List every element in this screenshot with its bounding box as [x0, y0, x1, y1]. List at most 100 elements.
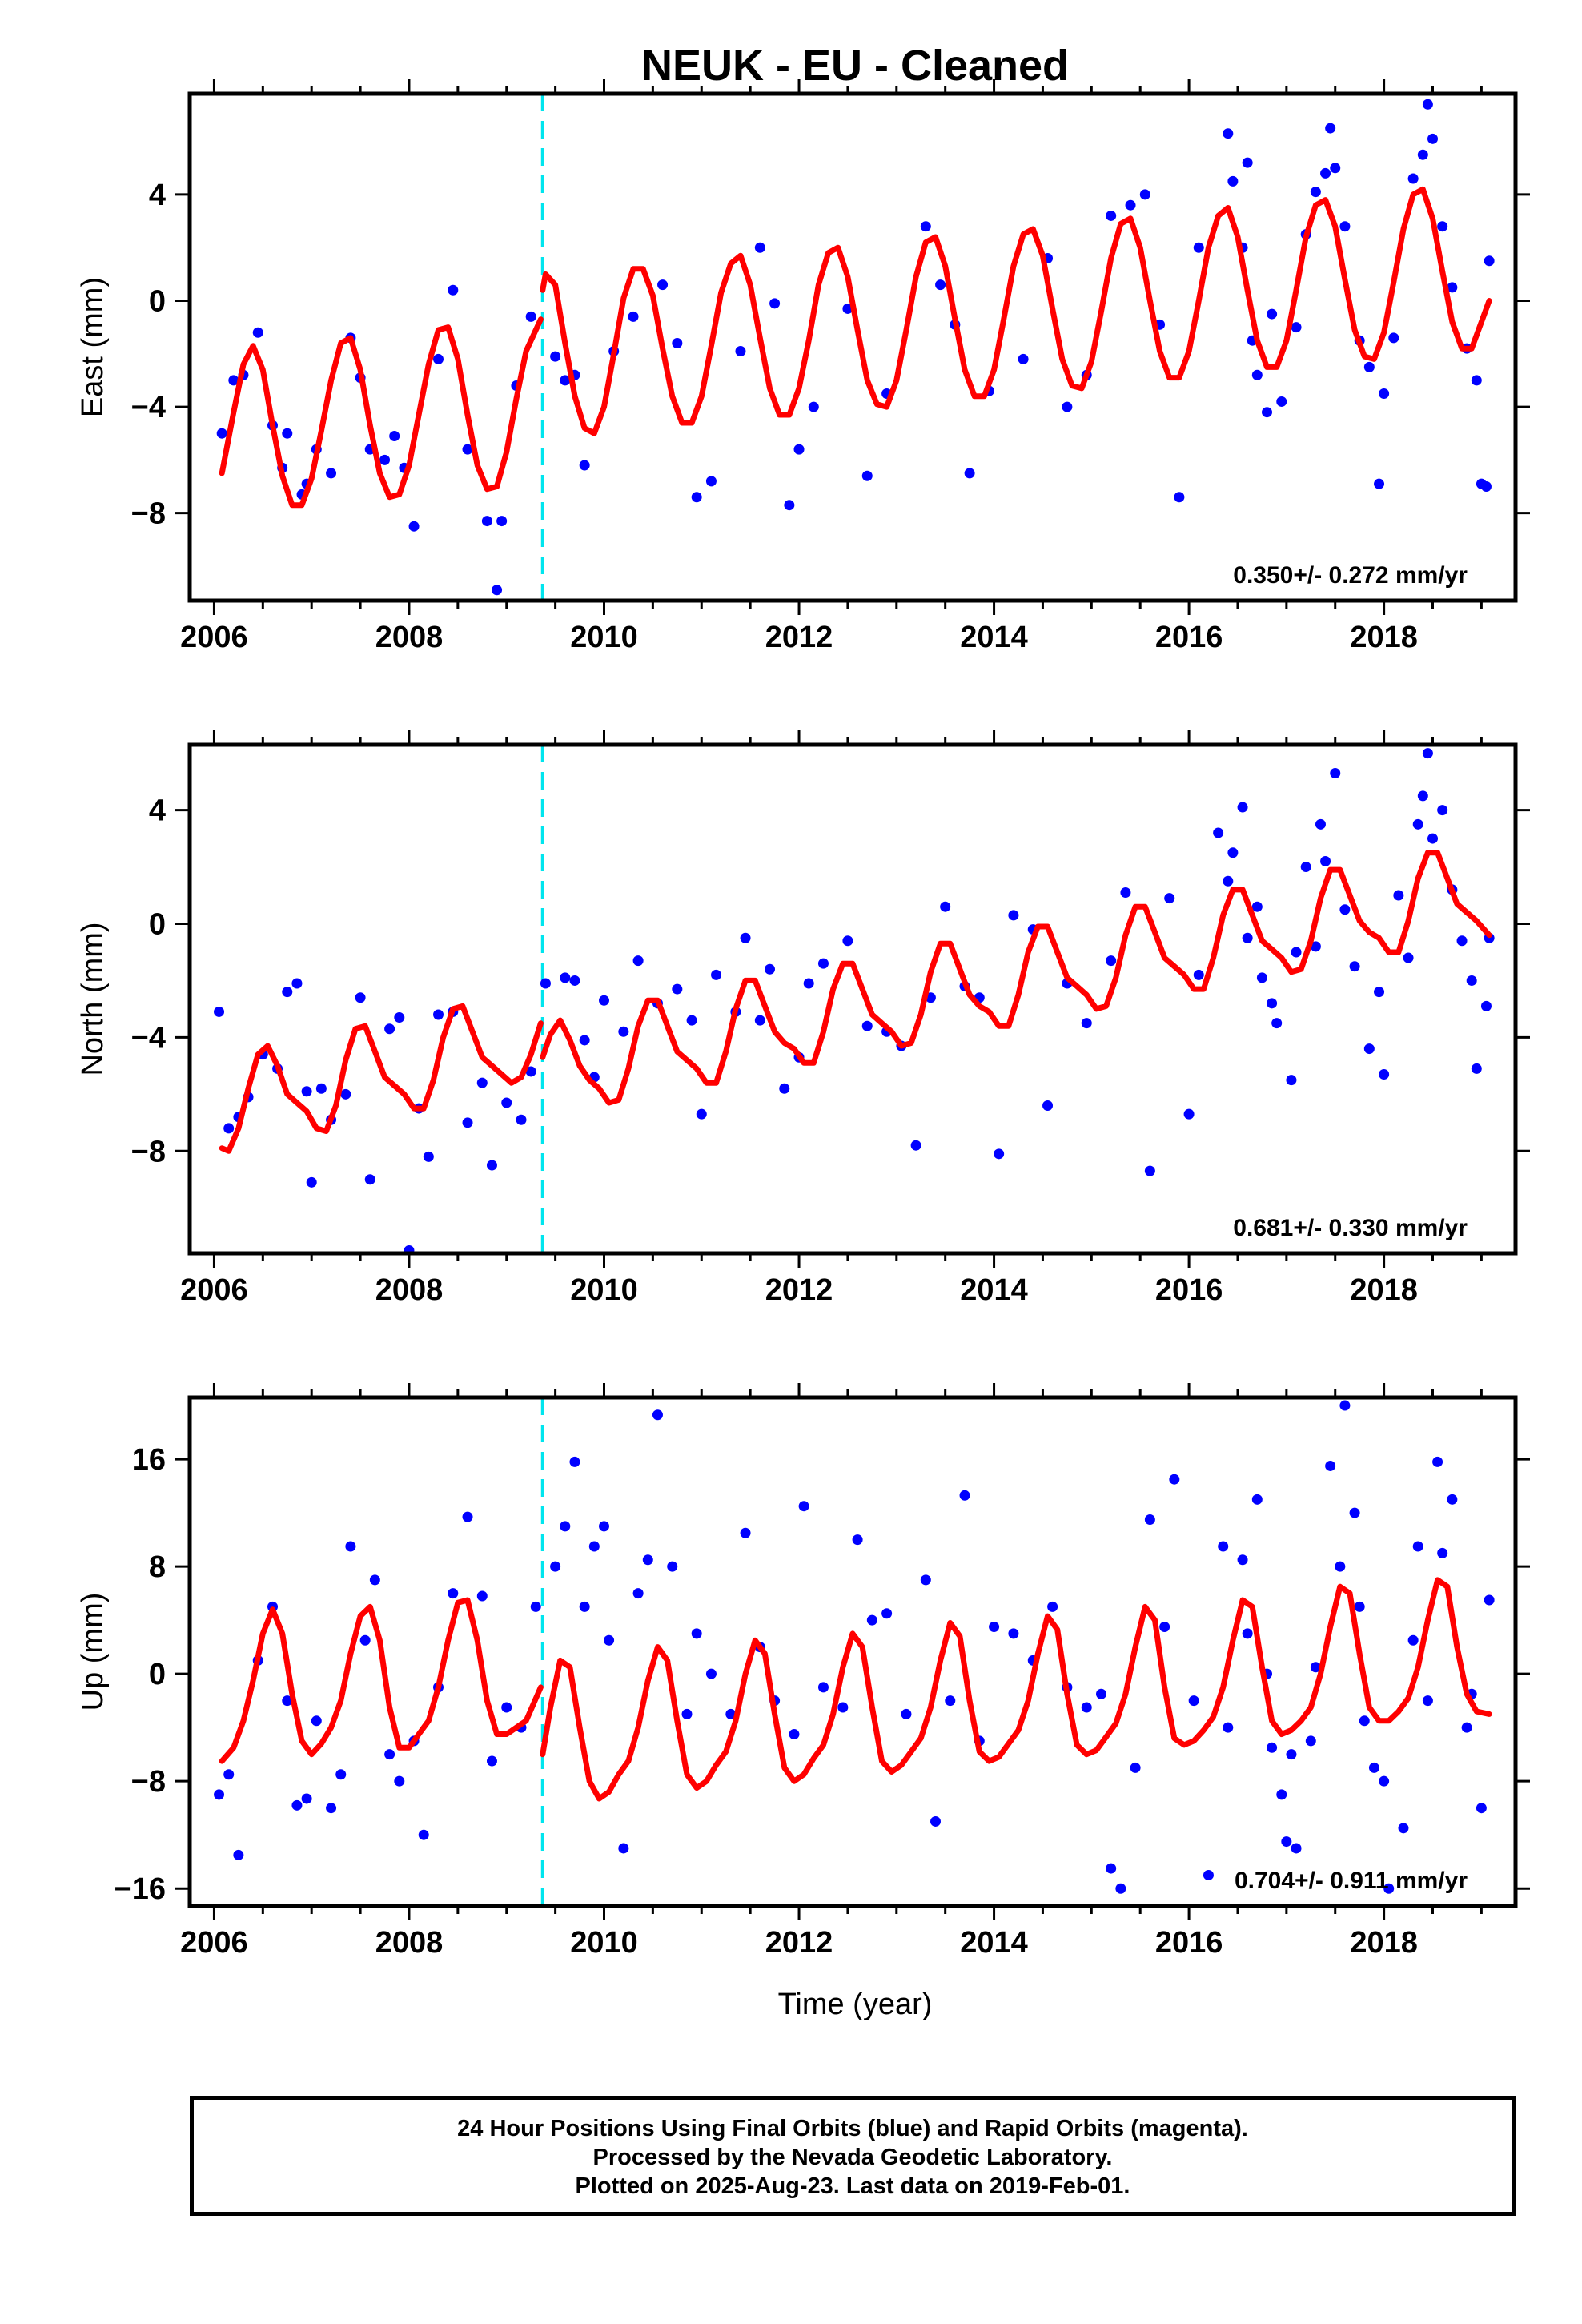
- x-tick-label: 2018: [1350, 1926, 1418, 1960]
- data-point: [1349, 961, 1360, 972]
- data-point: [959, 1490, 970, 1501]
- y-tick-label: −16: [114, 1872, 166, 1906]
- data-point: [1432, 1456, 1443, 1467]
- data-point: [560, 1521, 571, 1532]
- x-tick-label: 2008: [375, 1926, 444, 1960]
- data-point: [540, 978, 551, 989]
- data-point: [462, 1511, 473, 1522]
- data-point: [1484, 1594, 1495, 1606]
- data-point: [686, 1015, 697, 1026]
- data-point: [1251, 1494, 1263, 1505]
- x-tick-label: 2008: [375, 1273, 444, 1307]
- data-point: [618, 1843, 629, 1854]
- data-point: [1047, 1601, 1058, 1612]
- data-point: [1417, 149, 1428, 160]
- data-point: [1271, 1018, 1283, 1029]
- data-point: [433, 353, 444, 364]
- data-point: [1339, 1400, 1351, 1411]
- data-point: [1120, 887, 1131, 898]
- data-point: [1398, 1823, 1409, 1834]
- footer-caption-box: 24 Hour Positions Using Final Orbits (bl…: [190, 2096, 1516, 2216]
- data-point: [1008, 1628, 1019, 1639]
- data-point: [404, 1244, 415, 1253]
- data-point: [486, 1160, 497, 1171]
- data-point: [1062, 401, 1073, 412]
- footer-line-2: Processed by the Nevada Geodetic Laborat…: [592, 2145, 1113, 2170]
- data-point: [345, 1541, 356, 1552]
- data-point: [1262, 407, 1272, 418]
- data-point: [1267, 998, 1278, 1009]
- x-tick-label: 2006: [180, 1273, 248, 1307]
- data-point: [1164, 893, 1175, 904]
- data-point: [1422, 748, 1433, 759]
- data-point: [1300, 862, 1311, 873]
- data-point: [384, 1749, 396, 1760]
- data-point: [282, 1695, 293, 1707]
- data-point: [340, 1088, 351, 1100]
- data-point: [691, 1628, 702, 1639]
- data-point: [1456, 935, 1468, 947]
- data-point: [1139, 189, 1150, 200]
- data-point: [291, 1799, 303, 1811]
- data-point: [1379, 1775, 1390, 1787]
- figure-title: NEUK - EU - Cleaned: [641, 42, 1069, 90]
- data-point: [935, 279, 946, 291]
- x-tick-label: 2010: [570, 1273, 638, 1307]
- data-point: [642, 1554, 653, 1566]
- y-tick-label: −8: [131, 1765, 166, 1799]
- y-axis-title: Up (mm): [76, 1593, 110, 1711]
- data-point: [861, 1020, 873, 1031]
- data-point: [1374, 987, 1385, 998]
- data-point: [1363, 361, 1375, 372]
- data-point: [705, 476, 717, 487]
- plot-frame: [187, 91, 1518, 603]
- data-point: [501, 1702, 512, 1713]
- data-point: [1480, 480, 1492, 492]
- data-point: [866, 1614, 877, 1626]
- data-point: [1130, 1762, 1141, 1773]
- data-point: [1310, 941, 1321, 952]
- data-point: [1081, 1018, 1092, 1029]
- data-point: [1320, 855, 1331, 866]
- data-point: [462, 444, 473, 455]
- footer-line-1: 24 Hour Positions Using Final Orbits (bl…: [457, 2116, 1248, 2141]
- data-point: [1256, 972, 1267, 983]
- data-point: [335, 1769, 347, 1780]
- y-tick-label: 8: [149, 1550, 166, 1584]
- data-point: [1223, 875, 1234, 887]
- data-point: [1008, 910, 1019, 921]
- data-point: [1363, 1043, 1375, 1055]
- data-point: [223, 1123, 235, 1134]
- data-point: [1480, 1000, 1492, 1011]
- data-point: [1096, 1688, 1106, 1699]
- data-point: [1427, 133, 1438, 144]
- data-point: [1018, 353, 1029, 364]
- model-fit-line: [219, 316, 544, 509]
- data-point: [1115, 1883, 1126, 1894]
- data-point: [1183, 1108, 1195, 1120]
- data-point: [837, 1702, 849, 1713]
- model-fit-line: [540, 186, 1492, 436]
- data-point: [252, 327, 263, 338]
- data-point: [282, 428, 293, 439]
- panel-up: 2006 2008 2010 2012 2014 2016 2018 16 8 0 −8 −16 Up …: [76, 1383, 1530, 1960]
- data-point: [628, 311, 639, 322]
- footer-line-3: Plotted on 2025-Aug-23. Last data on 201…: [575, 2173, 1130, 2199]
- data-point: [1291, 322, 1302, 333]
- data-point: [1461, 1722, 1472, 1733]
- data-point: [1339, 221, 1351, 232]
- data-point: [579, 1601, 590, 1612]
- data-point: [1417, 790, 1428, 802]
- data-point: [1193, 242, 1204, 253]
- data-point: [1447, 282, 1458, 293]
- data-point: [423, 1151, 434, 1162]
- data-point: [754, 242, 765, 253]
- data-point: [1412, 1541, 1423, 1552]
- x-tick-label: 2016: [1155, 1273, 1223, 1307]
- data-point: [901, 1708, 912, 1719]
- data-point: [1169, 1474, 1180, 1485]
- data-point: [408, 521, 420, 532]
- data-point: [1349, 1507, 1360, 1518]
- data-point: [301, 1793, 312, 1804]
- data-point: [476, 1077, 488, 1088]
